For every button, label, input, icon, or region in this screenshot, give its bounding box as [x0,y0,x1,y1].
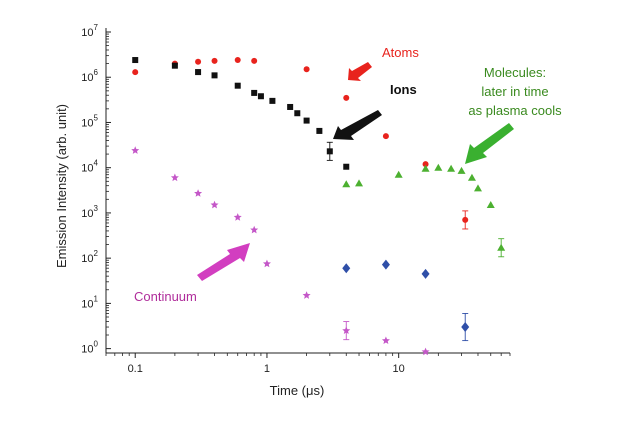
molecules-point [421,164,430,172]
molecules-point [486,200,495,208]
molecules-point [497,243,506,251]
atoms-point [211,57,218,64]
molecules-point [447,164,456,172]
atoms-point [234,57,241,64]
continuum-point [262,259,271,268]
continuum-point [210,200,219,209]
y-tick-label: 105 [81,113,98,129]
y-axis-title: Emission Intensity (arb. unit) [54,104,69,268]
diamond-point [381,259,390,270]
x-tick-label: 10 [393,363,405,375]
molecules-point [457,166,466,174]
data-points [131,57,506,356]
ions-point [269,97,276,104]
molecules-point [473,184,482,192]
ions-point [326,148,333,155]
molecules-label: Molecules: later in time as plasma cools [468,65,562,118]
atoms-point [251,57,258,64]
ions-label: Ions [390,82,417,97]
ions-point [132,57,139,64]
diamond-point [421,268,430,279]
continuum-point [233,213,242,221]
x-tick-label: 0.1 [128,363,143,375]
annotations: Atoms Ions Molecules: later in time as plasm… [134,45,562,304]
x-tick-label: 1 [264,363,270,375]
continuum-point [170,173,179,182]
ions-point [195,69,202,76]
ions-point [287,103,294,110]
molecules-point [342,180,351,188]
continuum-point [381,336,390,345]
y-tick-label: 106 [81,68,98,84]
y-tick-label: 101 [81,294,98,310]
continuum-arrow [197,243,250,281]
atoms-point [303,66,310,73]
atoms-point [343,94,350,101]
diamond-point [461,322,470,333]
atoms-point [195,58,202,65]
ions-point [211,72,218,79]
atoms-point [382,133,389,140]
ions-point [303,117,310,124]
atoms-arrow [348,62,372,81]
ions-point [316,127,323,134]
ions-point [257,93,264,100]
y-tick-label: 102 [81,249,98,265]
continuum-point [342,326,351,335]
y-tick-label: 107 [81,23,98,39]
molecules-arrow [465,123,514,164]
continuum-label: Continuum [134,289,197,304]
continuum-point [194,189,203,197]
diamond-point [342,263,351,274]
y-tick-label: 104 [81,159,98,175]
continuum-point [131,146,140,154]
atoms-label: Atoms [382,45,419,60]
y-tick-label: 103 [81,204,98,220]
continuum-point [250,225,259,234]
continuum-point [302,291,311,299]
atoms-point [132,69,139,76]
x-axis-title: Time (μs) [270,383,325,398]
y-tick-label: 100 [81,340,98,356]
molecules-point [467,173,476,181]
molecules-point [394,170,403,178]
axes: 100 101 102 103 104 105 106 107 0.1 1 10 [81,23,511,375]
ions-arrow [333,110,382,140]
ions-point [234,82,241,89]
ions-point [171,62,178,69]
annotation-arrows [197,62,514,281]
atoms-point [422,161,429,168]
ions-point [294,110,301,117]
continuum-point [421,347,430,356]
molecules-point [355,179,364,187]
atoms-point [462,216,469,223]
molecules-point [434,163,443,171]
ions-point [251,89,258,96]
ions-point [343,163,350,170]
